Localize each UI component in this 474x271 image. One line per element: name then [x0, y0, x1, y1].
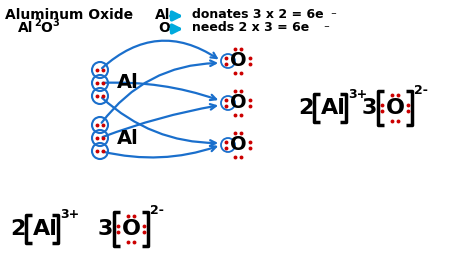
Text: donates 3 x 2 = 6e: donates 3 x 2 = 6e — [192, 8, 324, 21]
Text: Al: Al — [117, 73, 139, 92]
Text: 3+: 3+ — [348, 88, 367, 101]
Text: O: O — [121, 219, 140, 239]
Text: 3+: 3+ — [60, 208, 79, 221]
Text: Al: Al — [155, 8, 170, 22]
Text: Al: Al — [117, 128, 139, 147]
Text: Al: Al — [321, 98, 346, 118]
Text: 2: 2 — [298, 98, 313, 118]
Text: O: O — [230, 136, 246, 154]
Text: 2-: 2- — [414, 83, 428, 96]
Text: O: O — [385, 98, 404, 118]
Text: 3: 3 — [362, 98, 377, 118]
Text: ⁻: ⁻ — [323, 24, 329, 34]
Text: 3: 3 — [52, 18, 59, 28]
Text: O: O — [230, 51, 246, 70]
Text: Aluminum Oxide: Aluminum Oxide — [5, 8, 133, 22]
Text: 2: 2 — [34, 18, 41, 28]
Text: ⁻: ⁻ — [330, 11, 336, 21]
Text: Al: Al — [18, 21, 33, 35]
Text: 2-: 2- — [150, 205, 164, 218]
Text: Al: Al — [33, 219, 58, 239]
Text: needs 2 x 3 = 6e: needs 2 x 3 = 6e — [192, 21, 309, 34]
Text: 3: 3 — [98, 219, 113, 239]
Text: O: O — [230, 93, 246, 112]
Text: 2: 2 — [10, 219, 26, 239]
Text: O: O — [40, 21, 52, 35]
Text: O: O — [158, 21, 170, 35]
